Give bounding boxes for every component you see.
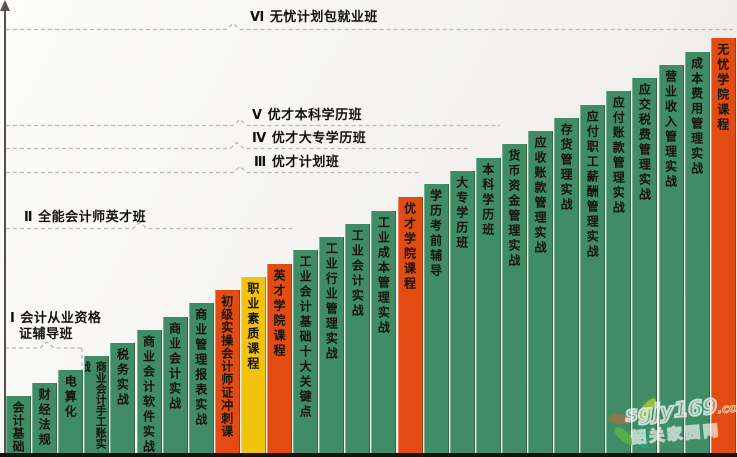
- course-bar-label: 工业会计基础十大关键点: [298, 255, 313, 421]
- watermark-tld: .com: [716, 399, 737, 417]
- course-bar-label: 财经法规: [37, 387, 52, 448]
- level-label-line: Ⅴ 优才本科学历班: [252, 108, 363, 123]
- level-label-line: Ⅵ 无忧计划包就业班: [250, 10, 378, 25]
- course-bar: 营业收入管理实战: [658, 64, 684, 457]
- course-bar: 商业会计软件实战: [136, 329, 162, 457]
- course-bar-label: 存货管理实战: [559, 122, 574, 213]
- course-bar: 大专学历班: [449, 170, 475, 457]
- course-bar: 成本费用管理实战: [684, 51, 710, 457]
- course-bar: 应收账款管理实战: [528, 131, 553, 457]
- course-bar: 应付职工薪酬管理实战: [580, 104, 606, 457]
- course-bar: 优才学院课程: [397, 197, 423, 457]
- course-bar-label: 货币资金管理实战: [506, 149, 521, 270]
- course-bar-label: 优才学院课程: [402, 202, 417, 293]
- course-bar-label: 营业收入管理实战: [663, 69, 678, 190]
- course-bar-label: 电算化: [63, 374, 78, 420]
- level-label: Ⅲ 优才计划班: [254, 155, 339, 171]
- course-bar: 货币资金管理实战: [501, 144, 527, 457]
- course-bar: 工业会计实战: [345, 223, 371, 457]
- course-bar-label: 商业会计手工账实战: [85, 361, 108, 450]
- level-label-line: Ⅲ 优才计划班: [254, 155, 340, 170]
- course-bar-label: 初级实操会计师证冲刺课: [219, 295, 234, 438]
- course-bar: 本科学历班: [475, 157, 501, 457]
- level-label: Ⅵ 无忧计划包就业班: [250, 10, 378, 26]
- course-bar: 存货管理实战: [554, 117, 580, 457]
- watermark: sgjy169.com 韶关家园网: [596, 393, 737, 455]
- level-label-line: Ⅰ 会计从业资格: [10, 311, 102, 326]
- course-bar-label: 应交税费管理实战: [637, 83, 652, 203]
- course-bar-label: 职业素质课程: [245, 281, 260, 372]
- course-bar: 职业素质课程: [240, 276, 266, 457]
- level-dashed-line: [6, 22, 733, 31]
- course-bar: 商业会计手工账实战: [84, 356, 110, 457]
- course-bar: 学历考前辅导: [423, 184, 449, 457]
- level-dashed-line: [5, 341, 82, 349]
- course-bar-label: 英才学院课程: [272, 268, 286, 359]
- level-label: Ⅳ 优才大专学历班: [252, 131, 366, 147]
- course-bar: 电算化: [58, 369, 84, 457]
- level-label: Ⅰ 会计从业资格 证辅导班: [10, 311, 101, 343]
- course-bar-label: 应收账款管理实战: [533, 136, 547, 256]
- course-bar: 无忧学院课程: [710, 38, 736, 457]
- course-bar-label: 商业会计实战: [167, 321, 182, 412]
- course-bar: 税务实战: [110, 343, 136, 457]
- course-bar-label: 会计基础: [11, 401, 25, 453]
- course-bar-label: 学历考前辅导: [428, 189, 443, 279]
- course-bar: 工业会计基础十大关键点: [293, 250, 319, 457]
- course-bar: 会计基础: [6, 396, 31, 457]
- course-bar-label: 成本费用管理实战: [689, 56, 704, 177]
- course-bar: 工业行业管理实战: [319, 237, 345, 457]
- course-bar-label: 商业会计软件实战: [141, 334, 156, 455]
- level-dashed-line: [6, 118, 500, 127]
- course-bar-label: 大专学历班: [454, 175, 469, 251]
- course-bar: 应付账款管理实战: [606, 91, 632, 457]
- level-dashed-line: [6, 141, 470, 150]
- course-bar-label: 工业会计实战: [350, 228, 365, 319]
- course-bar: 商业管理报表实战: [188, 303, 214, 457]
- course-bar-label: 税务实战: [115, 348, 130, 408]
- course-bar: 财经法规: [32, 382, 58, 457]
- course-bar: 商业会计实战: [162, 316, 188, 457]
- level-label-line: Ⅱ 全能会计师英才班: [24, 210, 147, 225]
- course-bar-label: 商业管理报表实战: [193, 308, 208, 429]
- course-bar: 英才学院课程: [267, 263, 292, 457]
- course-bar: 应交税费管理实战: [632, 78, 658, 457]
- course-bar-label: 应付账款管理实战: [611, 96, 626, 217]
- y-axis: [4, 9, 6, 457]
- level-label: Ⅴ 优才本科学历班: [252, 108, 362, 124]
- x-baseline: [0, 453, 737, 457]
- y-axis-arrow-icon: [0, 0, 10, 11]
- course-bar-label: 工业成本管理实战: [376, 215, 391, 336]
- course-bar: 工业成本管理实战: [371, 210, 397, 457]
- course-bar: 初级实操会计师证冲刺课: [214, 290, 240, 457]
- course-bar-label: 工业行业管理实战: [324, 242, 339, 362]
- level-dashed-line: [6, 165, 421, 174]
- course-bar-label: 应付职工薪酬管理实战: [585, 109, 600, 260]
- course-bar-label: 本科学历班: [480, 162, 495, 238]
- course-bar-label: 无忧学院课程: [715, 43, 730, 134]
- level-dashed-line: [6, 221, 292, 230]
- level-label: Ⅱ 全能会计师英才班: [24, 210, 146, 226]
- level-label-line: Ⅳ 优才大专学历班: [252, 131, 367, 146]
- watermark-text: sgjy169.com 韶关家园网: [623, 392, 737, 449]
- level-label-line: 证辅导班: [19, 327, 74, 342]
